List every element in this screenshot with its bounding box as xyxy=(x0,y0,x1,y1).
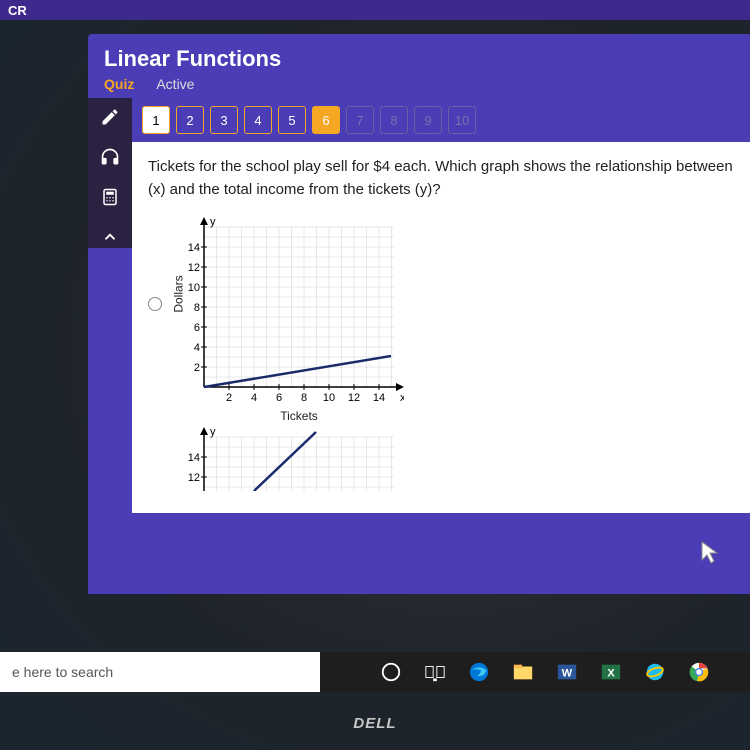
pencil-icon[interactable] xyxy=(99,106,121,128)
svg-text:12: 12 xyxy=(188,262,200,274)
question-nav-2[interactable]: 2 xyxy=(176,106,204,134)
answer-option-2[interactable]: y 14 12 xyxy=(148,427,734,491)
page-title: Linear Functions xyxy=(104,46,734,72)
main-content: 1 2 3 4 5 6 7 8 9 10 Tickets for the sch… xyxy=(132,98,750,513)
tab-label: CR xyxy=(8,3,27,18)
svg-text:10: 10 xyxy=(323,392,335,404)
y-axis-label: Dollars xyxy=(172,275,186,312)
chart-2: y 14 12 xyxy=(174,427,404,491)
windows-taskbar: e here to search W X xyxy=(0,652,750,692)
svg-text:12: 12 xyxy=(188,472,200,484)
tool-sidebar xyxy=(88,98,132,248)
svg-text:2: 2 xyxy=(226,392,232,404)
svg-text:14: 14 xyxy=(188,452,200,464)
svg-text:4: 4 xyxy=(194,342,200,354)
chart-2-svg: y 14 12 xyxy=(174,427,404,491)
excel-icon[interactable]: X xyxy=(600,661,622,683)
chart-1-svg: y x 2 4 6 8 10 12 14 2 4 6 8 10 12 14 xyxy=(174,217,404,407)
question-nav-5[interactable]: 5 xyxy=(278,106,306,134)
tab-quiz[interactable]: Quiz xyxy=(104,76,134,92)
app-header: Linear Functions Quiz Active xyxy=(88,34,750,98)
file-explorer-icon[interactable] xyxy=(512,661,534,683)
question-nav-10: 10 xyxy=(448,106,476,134)
browser-tab-bar: CR xyxy=(0,0,750,20)
svg-text:4: 4 xyxy=(251,392,257,404)
chart-1: Dollars y xyxy=(174,217,404,423)
svg-text:6: 6 xyxy=(194,322,200,334)
svg-text:8: 8 xyxy=(194,302,200,314)
question-panel: Tickets for the school play sell for $4 … xyxy=(132,142,750,513)
task-view-icon[interactable] xyxy=(424,661,446,683)
quiz-app-window: Linear Functions Quiz Active 1 2 3 xyxy=(88,34,750,594)
ie-icon[interactable] xyxy=(644,661,666,683)
taskbar-search[interactable]: e here to search xyxy=(0,652,320,692)
svg-text:14: 14 xyxy=(373,392,385,404)
edge-icon[interactable] xyxy=(468,661,490,683)
svg-text:x: x xyxy=(400,392,404,404)
svg-text:W: W xyxy=(562,668,573,680)
svg-text:y: y xyxy=(210,217,216,228)
svg-text:12: 12 xyxy=(348,392,360,404)
word-icon[interactable]: W xyxy=(556,661,578,683)
svg-text:6: 6 xyxy=(276,392,282,404)
x-axis-label: Tickets xyxy=(194,409,404,423)
cursor-icon xyxy=(700,540,720,566)
calculator-icon[interactable] xyxy=(99,186,121,208)
svg-text:2: 2 xyxy=(194,362,200,374)
svg-text:X: X xyxy=(607,668,615,680)
question-text: Tickets for the school play sell for $4 … xyxy=(148,156,734,201)
radio-icon[interactable] xyxy=(148,297,162,311)
question-nav-8: 8 xyxy=(380,106,408,134)
search-placeholder: e here to search xyxy=(12,664,113,680)
svg-text:y: y xyxy=(210,427,216,438)
question-nav-7: 7 xyxy=(346,106,374,134)
tab-active[interactable]: Active xyxy=(156,76,194,92)
answer-option-1[interactable]: Dollars y xyxy=(148,217,734,423)
cortana-icon[interactable] xyxy=(380,661,402,683)
question-nav-4[interactable]: 4 xyxy=(244,106,272,134)
svg-text:8: 8 xyxy=(301,392,307,404)
svg-text:14: 14 xyxy=(188,242,200,254)
svg-text:10: 10 xyxy=(188,282,200,294)
question-nav-1[interactable]: 1 xyxy=(142,106,170,134)
taskbar-icons: W X xyxy=(380,661,710,683)
headphones-icon[interactable] xyxy=(99,146,121,168)
question-nav-3[interactable]: 3 xyxy=(210,106,238,134)
laptop-brand: DELL xyxy=(353,715,396,732)
question-nav: 1 2 3 4 5 6 7 8 9 10 xyxy=(132,98,750,142)
question-nav-6[interactable]: 6 xyxy=(312,106,340,134)
collapse-icon[interactable] xyxy=(99,226,121,248)
question-nav-9: 9 xyxy=(414,106,442,134)
chrome-icon[interactable] xyxy=(688,661,710,683)
